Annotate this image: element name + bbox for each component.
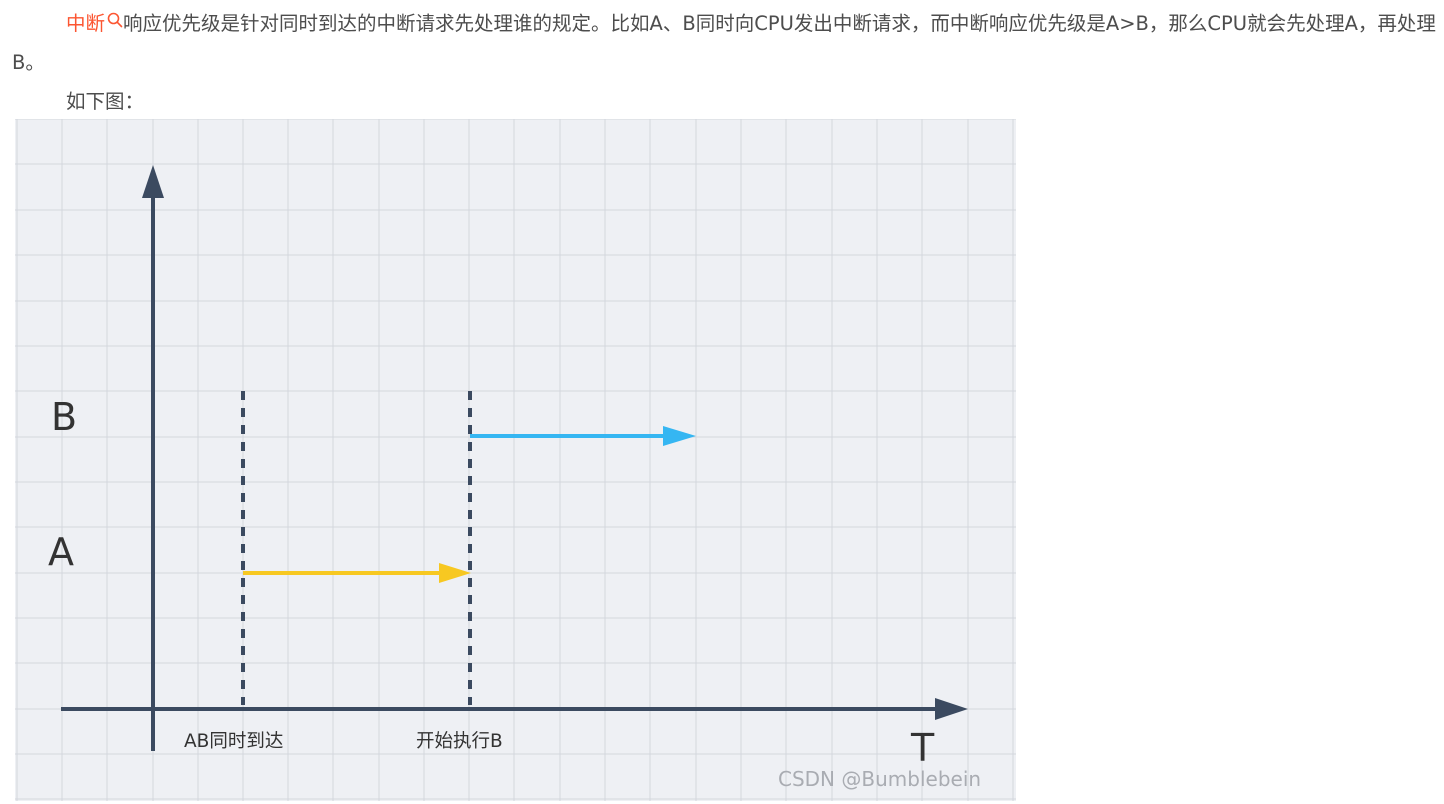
- intro-text: 如下图：: [66, 90, 145, 113]
- intro-line: 如下图：: [12, 82, 144, 121]
- y-axis-arrowhead: [142, 165, 164, 198]
- diagram-canvas: B A T AB同时到达 开始执行B CSDN @Bumblebein: [15, 119, 1016, 801]
- keyword-link-interrupt[interactable]: 中断: [66, 12, 123, 35]
- priority-diagram: B A T AB同时到达 开始执行B CSDN @Bumblebein: [15, 119, 1016, 801]
- y-label-a: A: [48, 530, 74, 574]
- event-1-label: AB同时到达: [184, 731, 283, 752]
- x-axis-arrowhead: [935, 698, 968, 720]
- arrow-a: [243, 563, 471, 583]
- search-icon: [107, 12, 123, 28]
- watermark: CSDN @Bumblebein: [778, 767, 981, 791]
- y-label-b: B: [51, 395, 77, 439]
- event-2-label: 开始执行B: [416, 731, 503, 752]
- grid: [15, 119, 1016, 801]
- keyword-link-text: 中断: [66, 12, 106, 35]
- x-axis-label: T: [910, 726, 935, 770]
- x-axis: [61, 698, 968, 720]
- paragraph-text: 响应优先级是针对同时到达的中断请求先处理谁的规定。比如A、B同时向CPU发出中断…: [12, 12, 1436, 74]
- y-axis: [142, 165, 164, 751]
- article-paragraph: 中断 响应优先级是针对同时到达的中断请求先处理谁的规定。比如A、B同时向CPU发出…: [12, 4, 1440, 82]
- arrow-b: [470, 426, 696, 446]
